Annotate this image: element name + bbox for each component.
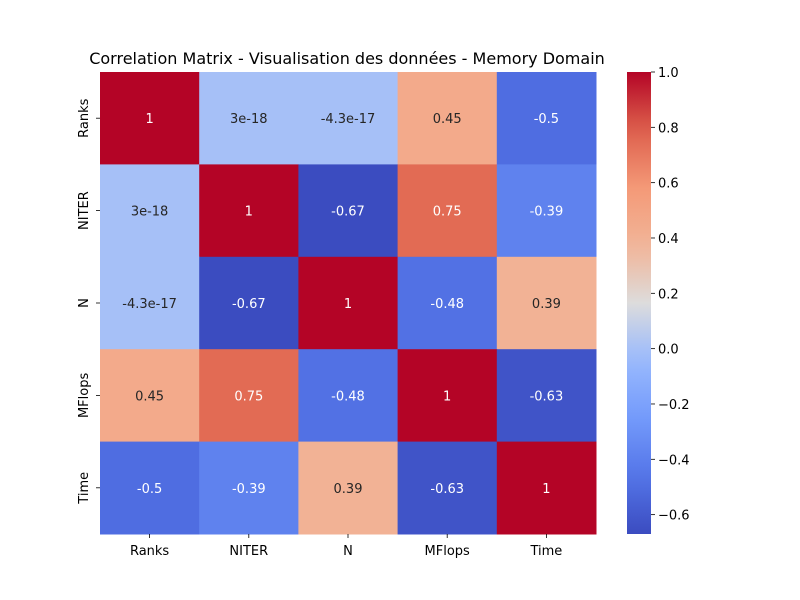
- colorbar-tick-label: −0.4: [658, 453, 690, 468]
- cell-value-label: 1: [145, 112, 153, 127]
- x-tick-label: NITER: [229, 544, 268, 559]
- heatmap-cell: [100, 164, 200, 258]
- heatmap-cell: [199, 72, 299, 165]
- heatmap-cell: [298, 164, 399, 258]
- heatmap-cell: [397, 164, 498, 258]
- cell-value-label: -0.5: [534, 112, 559, 127]
- heatmap-cell: [397, 72, 498, 165]
- cell-value-label: -0.39: [530, 205, 564, 220]
- cell-value-label: -4.3e-17: [321, 112, 376, 127]
- colorbar-tick-label: 0.4: [658, 232, 679, 247]
- heatmap-cell: [397, 441, 498, 535]
- cell-value-label: -0.63: [430, 482, 464, 497]
- heatmap-cell: [100, 256, 200, 350]
- cell-value-label: 0.75: [433, 205, 462, 220]
- cell-value-label: -0.67: [331, 205, 365, 220]
- x-tick-label: N: [343, 544, 353, 559]
- heatmap-cell: [496, 349, 597, 443]
- heatmap-cell: [199, 256, 299, 350]
- cell-value-label: 1: [344, 297, 352, 312]
- y-tick-label: NITER: [77, 191, 92, 230]
- cell-value-label: 0.39: [532, 297, 561, 312]
- heatmap-cell: [199, 164, 299, 258]
- heatmap-cell: [199, 441, 299, 535]
- cell-value-label: 0.45: [135, 389, 164, 404]
- heatmap-cell: [100, 349, 200, 443]
- cell-value-label: 3e-18: [230, 112, 268, 127]
- heatmap-cell: [397, 349, 498, 443]
- cell-value-label: 0.75: [234, 389, 263, 404]
- cell-value-label: -4.3e-17: [122, 297, 177, 312]
- colorbar-tick-label: 0.2: [658, 287, 679, 302]
- heatmap-cells: [100, 72, 597, 535]
- y-tick-label: N: [77, 298, 92, 308]
- heatmap-cell: [100, 72, 200, 165]
- y-tick-label: Ranks: [77, 98, 92, 137]
- chart-title: Correlation Matrix - Visualisation des d…: [89, 49, 605, 68]
- cell-value-label: -0.48: [430, 297, 464, 312]
- cell-value-label: 0.39: [334, 482, 363, 497]
- heatmap-cell: [199, 349, 299, 443]
- x-tick-label: Ranks: [130, 544, 169, 559]
- colorbar-tick-label: 0.8: [658, 121, 679, 136]
- cell-value-label: -0.5: [137, 482, 162, 497]
- heatmap-cell: [100, 441, 200, 535]
- cell-value-label: 1: [542, 482, 550, 497]
- cell-value-label: -0.63: [530, 389, 564, 404]
- x-tick-label: Time: [529, 544, 562, 559]
- heatmap-cell: [496, 164, 597, 258]
- colorbar-tick-label: 1.0: [658, 66, 679, 81]
- colorbar-tick-label: −0.6: [658, 509, 690, 524]
- cell-value-label: 3e-18: [131, 205, 169, 220]
- x-tick-label: MFlops: [425, 544, 471, 559]
- cell-value-label: -0.39: [232, 482, 266, 497]
- cell-value-label: 0.45: [433, 112, 462, 127]
- heatmap-cell-labels: 1 3e-18 -4.3e-17 0.45 -0.5 3e-18 1 -0.67 0.75 -0.…: [122, 112, 563, 497]
- cell-value-label: -0.67: [232, 297, 266, 312]
- colorbar-tick-label: 0.0: [658, 343, 679, 358]
- cell-value-label: 1: [245, 205, 253, 220]
- heatmap-cell: [298, 256, 399, 350]
- heatmap-cell: [298, 349, 399, 443]
- heatmap-cell: [298, 72, 399, 165]
- heatmap-cell: [496, 441, 597, 535]
- heatmap-cell: [496, 72, 597, 165]
- colorbar-tick-label: 0.6: [658, 177, 679, 192]
- colorbar-tick-label: −0.2: [658, 398, 690, 413]
- x-axis: Ranks NITER N MFlops Time: [130, 534, 562, 559]
- y-tick-label: Time: [77, 472, 92, 505]
- y-tick-label: MFlops: [77, 373, 92, 419]
- cell-value-label: -0.48: [331, 389, 365, 404]
- colorbar: −0.6 −0.4 −0.2 0.0 0.2 0.4 0.6 0.8 1.0: [627, 66, 690, 534]
- heatmap-cell: [298, 441, 399, 535]
- heatmap-cell: [496, 256, 597, 350]
- heatmap-cell: [397, 256, 498, 350]
- y-axis: Ranks NITER N MFlops Time: [77, 98, 100, 505]
- colorbar-gradient: [627, 72, 651, 534]
- cell-value-label: 1: [443, 389, 451, 404]
